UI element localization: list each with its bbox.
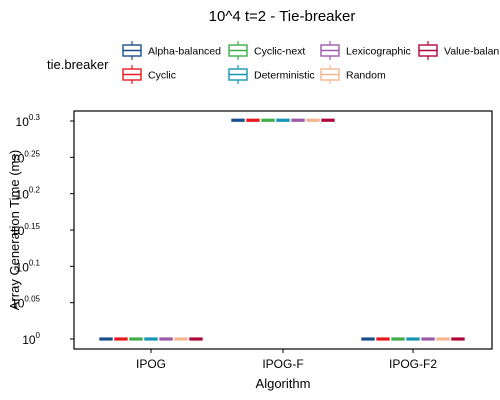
box-random-ipog bbox=[174, 337, 188, 341]
legend-label: Lexicographic bbox=[346, 46, 411, 58]
box-lexicographic-ipog-f2 bbox=[421, 337, 435, 341]
box-cyclic-next-ipog-f bbox=[261, 118, 275, 122]
box-value-balan-ipog-f2 bbox=[451, 337, 465, 341]
y-tick-label: 100.2 bbox=[16, 186, 41, 202]
x-tick-label: IPOG-F bbox=[262, 357, 303, 371]
box-random-ipog-f2 bbox=[436, 337, 450, 341]
y-axis: 100 100.05 100.1 100.15 100.2 100.25 100.3 bbox=[11, 113, 74, 347]
legend-label: Cyclic-next bbox=[254, 46, 305, 58]
box-deterministic-ipog-f2 bbox=[406, 337, 420, 341]
legend-label: Value-balan bbox=[444, 46, 499, 58]
legend-item: Alpha-balanced bbox=[122, 41, 221, 60]
y-tick-label: 100.15 bbox=[11, 222, 40, 238]
box-deterministic-ipog bbox=[144, 337, 158, 341]
legend-item: Random bbox=[320, 65, 386, 84]
box-cyclic-ipog bbox=[114, 337, 128, 341]
legend-item: Lexicographic bbox=[320, 41, 411, 60]
box-random-ipog-f bbox=[306, 118, 320, 122]
legend-label: Cyclic bbox=[148, 70, 176, 82]
box-value-balan-ipog bbox=[189, 337, 203, 341]
y-axis-title: Array Generation Time (ms) bbox=[7, 150, 22, 310]
box-cyclic-next-ipog-f2 bbox=[391, 337, 405, 341]
box-alpha-balanced-ipog-f2 bbox=[361, 337, 375, 341]
box-alpha-balanced-ipog bbox=[99, 337, 113, 341]
plot-panel bbox=[73, 110, 493, 350]
y-tick-label: 100.3 bbox=[16, 113, 41, 129]
data-marks bbox=[99, 118, 465, 341]
y-tick-label: 100.25 bbox=[11, 149, 40, 165]
legend-item: Cyclic-next bbox=[228, 41, 305, 60]
y-tick-label: 100.05 bbox=[11, 295, 40, 311]
legend-item: Value-balan bbox=[418, 41, 499, 60]
legend-item: Deterministic bbox=[228, 65, 315, 84]
box-lexicographic-ipog bbox=[159, 337, 173, 341]
legend-label: Alpha-balanced bbox=[148, 46, 221, 58]
x-axis: IPOG IPOG-F IPOG-F2 bbox=[136, 349, 437, 371]
x-tick-label: IPOG-F2 bbox=[389, 357, 437, 371]
box-cyclic-next-ipog bbox=[129, 337, 143, 341]
y-tick-label: 100.1 bbox=[16, 258, 41, 274]
chart-title: 10^4 t=2 - Tie-breaker bbox=[209, 8, 356, 25]
x-axis-title: Algorithm bbox=[256, 376, 311, 391]
y-tick-label: 100 bbox=[22, 331, 40, 347]
x-tick-label: IPOG bbox=[136, 357, 166, 371]
box-cyclic-ipog-f bbox=[246, 118, 260, 122]
box-deterministic-ipog-f bbox=[276, 118, 290, 122]
legend-label: Random bbox=[346, 70, 386, 82]
box-cyclic-ipog-f2 bbox=[376, 337, 390, 341]
box-alpha-balanced-ipog-f bbox=[231, 118, 245, 122]
legend-item: Cyclic bbox=[122, 65, 176, 84]
legend-title: tie.breaker bbox=[47, 57, 109, 72]
box-lexicographic-ipog-f bbox=[291, 118, 305, 122]
legend-label: Deterministic bbox=[254, 70, 315, 82]
legend: Alpha-balanced Cyclic Cyclic-next Determini… bbox=[122, 41, 499, 84]
box-value-balan-ipog-f bbox=[321, 118, 335, 122]
